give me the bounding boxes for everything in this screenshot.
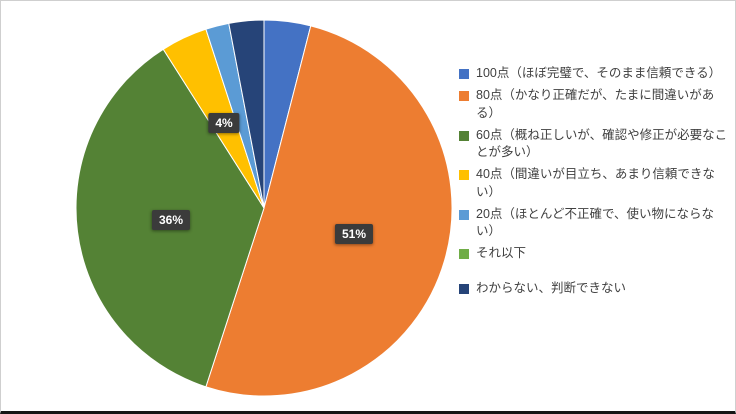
legend-swatch-icon [459, 130, 469, 141]
legend-item-0: 100点（ほぼ完璧で、そのまま信頼できる） [459, 65, 731, 82]
legend-swatch-icon [459, 249, 469, 260]
legend-item-5: それ以下 [459, 245, 731, 262]
legend-item-6: わからない、判断できない [459, 280, 731, 297]
legend-swatch-icon [459, 91, 469, 102]
legend-swatch-icon [459, 170, 469, 181]
legend-label: 40点（間違いが目立ち、あまり信頼できない） [476, 167, 715, 199]
legend-item-4: 20点（ほとんど不正確で、使い物にならない） [459, 206, 731, 241]
chart-legend: 100点（ほぼ完璧で、そのまま信頼できる） 80点（かなり正確だが、たまに間違いが… [459, 65, 731, 302]
legend-label: それ以下 [476, 246, 527, 261]
legend-label: 80点（かなり正確だが、たまに間違いがある） [476, 88, 715, 120]
legend-swatch-icon [459, 209, 469, 220]
legend-item-1: 80点（かなり正確だが、たまに間違いがある） [459, 87, 731, 122]
legend-label: 20点（ほとんど不正確で、使い物にならない） [476, 206, 715, 238]
legend-label: 60点（概ね正しいが、確認や修正が必要なことが多い） [476, 127, 728, 159]
legend-label: 100点（ほぼ完璧で、そのまま信頼できる） [476, 66, 722, 80]
legend-label: わからない、判断できない [476, 280, 627, 295]
pie-slice-6 [228, 19, 265, 209]
pie-slice-1 [205, 25, 453, 397]
legend-item-2: 60点（概ね正しいが、確認や修正が必要なことが多い） [459, 127, 731, 162]
legend-swatch-icon [459, 283, 469, 294]
legend-swatch-icon [459, 69, 469, 79]
legend-item-3: 40点（間違いが目立ち、あまり信頼できない） [459, 166, 731, 201]
